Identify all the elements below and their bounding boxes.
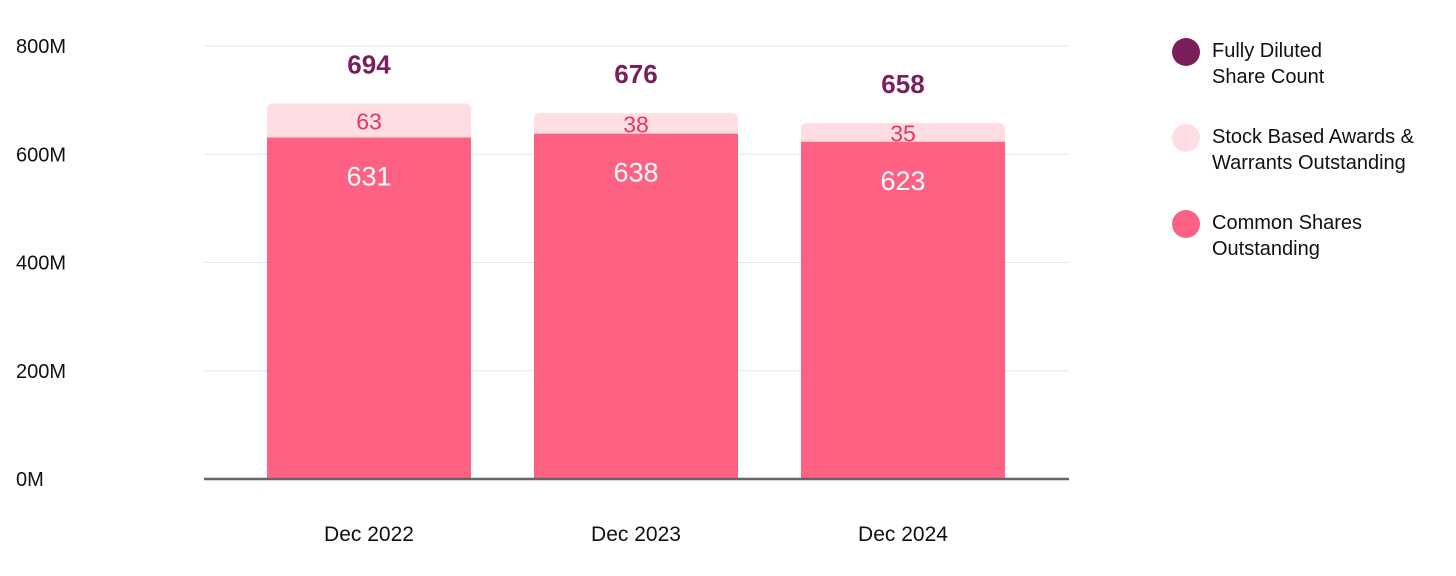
bar-group: 623 35 658	[801, 69, 1005, 479]
data-label-stock-awards: 38	[623, 111, 649, 137]
bar-segment-common-shares	[534, 133, 738, 479]
y-tick-label: 800M	[16, 36, 66, 58]
x-axis-category-labels: Dec 2022 Dec 2023 Dec 2024	[324, 523, 948, 546]
data-label-fully-diluted-total: 694	[347, 49, 391, 79]
bar-segment-stock-awards	[801, 122, 1005, 148]
legend-label-stock-awards: Stock Based Awards & Warrants Outstandin…	[1212, 126, 1414, 174]
data-label-common-shares: 631	[346, 161, 391, 191]
legend: Fully Diluted Share Count Stock Based Aw…	[1172, 38, 1442, 296]
y-tick-label: 200M	[16, 361, 66, 383]
data-label-stock-awards: 35	[890, 120, 916, 146]
bar-group: 631 63 694	[267, 49, 471, 479]
bar-segment-stock-awards	[267, 103, 471, 144]
y-tick-label: 400M	[16, 253, 66, 275]
bar-group: 638 38 676	[534, 59, 738, 479]
y-axis-tick-labels: 0M 200M 400M 600M 800M	[16, 36, 66, 491]
data-label-common-shares: 638	[613, 158, 658, 188]
legend-swatch-common-shares	[1172, 210, 1200, 238]
legend-item-common-shares: Common Shares Outstanding	[1172, 210, 1442, 262]
legend-label-fully-diluted: Fully Diluted Share Count	[1212, 40, 1325, 88]
bar-segment-common-shares	[801, 141, 1005, 479]
x-tick-label: Dec 2023	[591, 523, 681, 546]
data-label-stock-awards: 63	[356, 108, 382, 134]
legend-item-stock-awards: Stock Based Awards & Warrants Outstandin…	[1172, 124, 1442, 176]
bar-segment-stock-awards	[534, 113, 738, 140]
y-tick-label: 0M	[16, 469, 44, 491]
data-label-common-shares: 623	[880, 166, 925, 196]
legend-swatch-fully-diluted	[1172, 38, 1200, 66]
bar-segment-common-shares	[267, 137, 471, 479]
legend-item-fully-diluted: Fully Diluted Share Count	[1172, 38, 1442, 90]
y-tick-label: 600M	[16, 144, 66, 166]
legend-swatch-stock-awards	[1172, 124, 1200, 152]
bars: 631 63 694 638 38 676 623 35 658	[267, 49, 1005, 479]
data-label-fully-diluted-total: 676	[614, 59, 657, 89]
x-tick-label: Dec 2024	[858, 523, 948, 546]
data-label-fully-diluted-total: 658	[881, 69, 924, 99]
x-tick-label: Dec 2022	[324, 523, 414, 546]
legend-label-common-shares: Common Shares Outstanding	[1212, 212, 1363, 260]
